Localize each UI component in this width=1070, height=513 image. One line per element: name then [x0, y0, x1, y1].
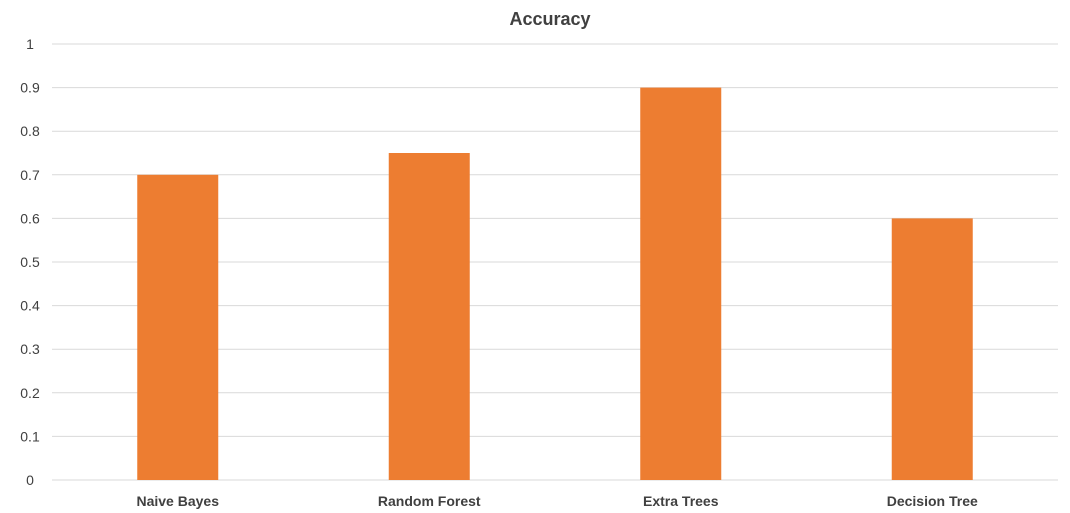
bars [137, 87, 973, 481]
bar-naive-bayes [137, 174, 219, 481]
category-label: Naive Bayes [136, 493, 219, 509]
gridlines [52, 43, 1058, 481]
y-tick-label: 0.2 [20, 385, 40, 401]
bar-random-forest [388, 153, 470, 480]
y-tick-label: 0.1 [20, 428, 40, 444]
y-tick-label: 0.3 [20, 341, 40, 357]
category-label: Random Forest [378, 493, 481, 509]
y-tick-label: 0.9 [20, 80, 40, 96]
y-tick-label: 0.7 [20, 167, 40, 183]
category-label: Extra Trees [643, 493, 719, 509]
y-tick-label: 0 [26, 472, 34, 488]
x-axis-category-labels: Naive Bayes Random Forest Extra Trees Decis… [136, 493, 977, 509]
y-tick-label: 1 [26, 36, 34, 52]
chart-title: Accuracy [509, 9, 590, 29]
y-tick-label: 0.4 [20, 298, 40, 314]
y-axis-tick-labels: 0 0.1 0.2 0.3 0.4 0.5 0.6 0.7 0.8 0.9 1 [20, 36, 40, 488]
bar-decision-tree [891, 218, 973, 480]
y-tick-label: 0.5 [20, 254, 40, 270]
category-label: Decision Tree [887, 493, 978, 509]
y-tick-label: 0.8 [20, 123, 40, 139]
bar-extra-trees [640, 87, 722, 480]
y-tick-label: 0.6 [20, 210, 40, 226]
